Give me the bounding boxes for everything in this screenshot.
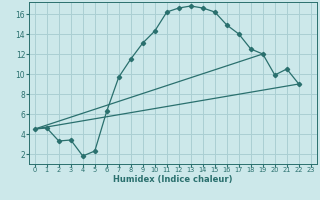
X-axis label: Humidex (Indice chaleur): Humidex (Indice chaleur) — [113, 175, 233, 184]
